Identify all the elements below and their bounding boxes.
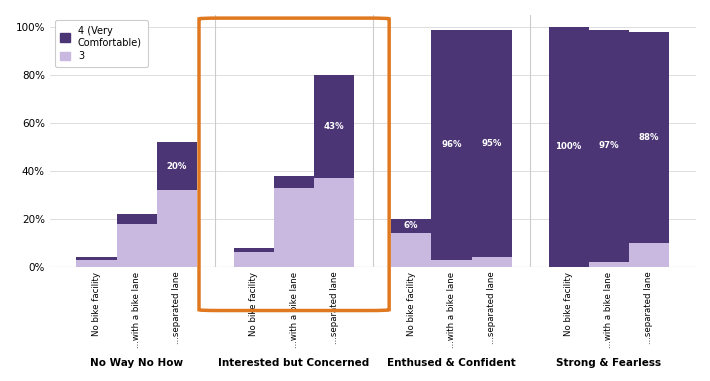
Text: 97%: 97% — [599, 141, 619, 150]
Bar — [589, 262, 629, 267]
Bar — [471, 30, 512, 257]
Bar — [391, 233, 432, 267]
Text: 88%: 88% — [639, 133, 659, 142]
Text: 96%: 96% — [441, 140, 462, 149]
Bar — [116, 224, 157, 267]
Bar — [629, 32, 669, 243]
Bar — [629, 243, 669, 267]
Bar — [589, 30, 629, 262]
Bar — [274, 188, 314, 267]
Text: 43%: 43% — [324, 122, 344, 131]
Text: 6%: 6% — [404, 221, 418, 231]
Bar — [274, 176, 314, 188]
Bar — [77, 259, 116, 267]
Bar — [471, 257, 512, 267]
Text: 100%: 100% — [555, 142, 581, 152]
Bar — [432, 30, 471, 259]
Bar — [234, 248, 274, 252]
Bar — [314, 75, 354, 178]
Bar — [549, 27, 589, 267]
Bar — [116, 214, 157, 224]
Text: 20%: 20% — [167, 162, 187, 171]
Bar — [77, 257, 116, 259]
Text: No Way No How: No Way No How — [90, 358, 183, 368]
Text: Strong & Fearless: Strong & Fearless — [556, 358, 661, 368]
Bar — [432, 259, 471, 267]
Bar — [157, 142, 197, 190]
Text: Interested but Concerned: Interested but Concerned — [219, 358, 370, 368]
Bar — [157, 190, 197, 267]
Bar — [391, 219, 432, 233]
Legend: 4 (Very
Comfortable), 3: 4 (Very Comfortable), 3 — [55, 20, 148, 67]
Text: Enthused & Confident: Enthused & Confident — [387, 358, 515, 368]
Text: 95%: 95% — [481, 139, 502, 148]
Bar — [234, 252, 274, 267]
Bar — [314, 178, 354, 267]
